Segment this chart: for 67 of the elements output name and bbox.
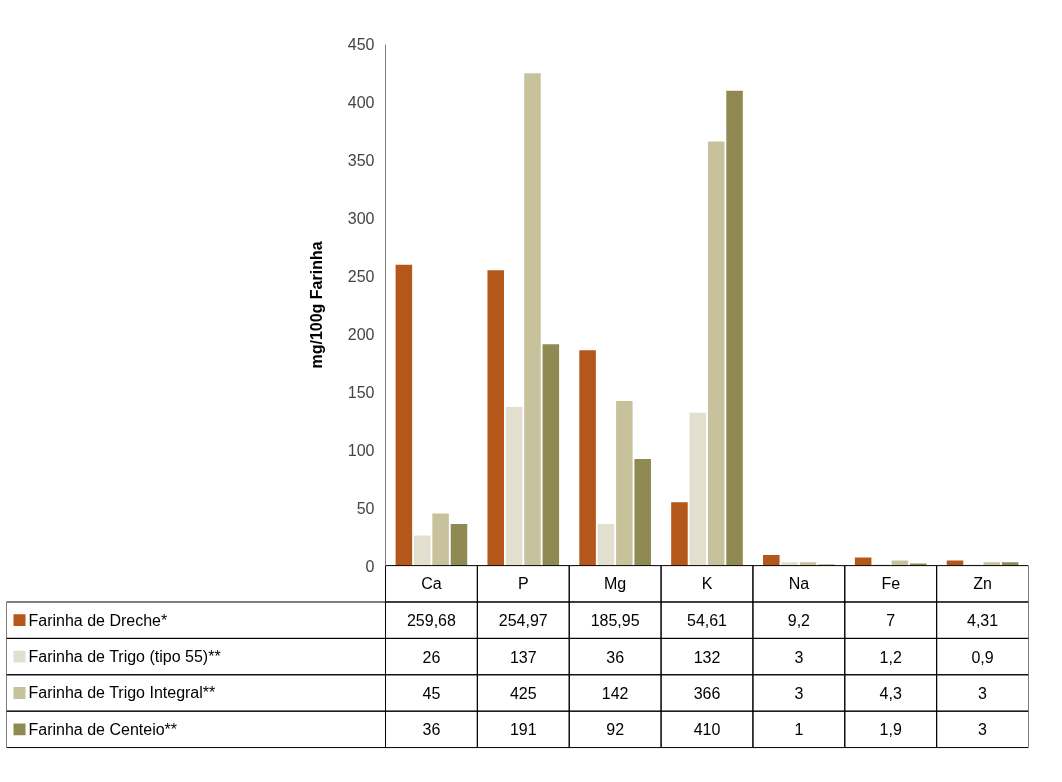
y-tick-label: 200	[347, 325, 375, 343]
data-label: 9,2	[787, 612, 811, 630]
bar	[487, 270, 504, 566]
bar	[763, 554, 780, 566]
y-tick-label: 0	[365, 557, 375, 575]
x-tick-label: Ca	[421, 575, 442, 593]
data-label: 4,31	[967, 612, 999, 630]
data-label: 1,9	[879, 721, 902, 739]
x-tick-label: Mg	[604, 575, 627, 593]
data-label: 366	[693, 684, 721, 702]
y-tick-label: 450	[347, 36, 375, 54]
data-label: 36	[422, 721, 441, 739]
bar	[542, 344, 560, 566]
data-label: 0,9	[971, 648, 994, 666]
bar	[432, 513, 449, 566]
data-label: 26	[422, 648, 441, 666]
y-axis-title: mg/100g Farinha	[308, 241, 325, 369]
legend-label: Farinha de Dreche*	[28, 611, 168, 629]
legend-label: Farinha de Trigo (tipo 55)**	[28, 648, 221, 666]
bar	[634, 459, 651, 566]
data-label: 1	[794, 721, 804, 739]
bar	[726, 90, 743, 566]
bar	[413, 535, 431, 566]
y-tick-label: 350	[347, 152, 375, 170]
data-label: 54,61	[686, 612, 728, 630]
data-label: 45	[422, 684, 441, 702]
data-label: 4,3	[879, 684, 902, 702]
x-tick-label: Na	[788, 575, 810, 593]
y-tick-label: 400	[347, 94, 375, 112]
bar	[579, 350, 596, 566]
data-label: 425	[509, 684, 537, 702]
bar	[395, 264, 413, 566]
legend-label: Farinha de Centeio**	[28, 720, 178, 738]
data-label: 3	[978, 684, 988, 702]
data-label: 3	[794, 684, 804, 702]
data-label: 36	[606, 648, 625, 666]
data-label: 3	[978, 721, 988, 739]
y-tick-label: 150	[347, 383, 375, 401]
x-tick-label: Fe	[881, 575, 901, 593]
data-label: 1,2	[879, 648, 902, 666]
bar	[707, 141, 725, 566]
x-tick-label: Zn	[973, 575, 992, 593]
data-label: 137	[509, 648, 537, 666]
data-label: 3	[794, 648, 804, 666]
data-label: 191	[509, 721, 537, 739]
data-label: 254,97	[498, 612, 548, 630]
y-tick-label: 100	[347, 441, 375, 459]
bar	[450, 523, 468, 566]
x-tick-label: P	[517, 575, 529, 593]
data-label: 410	[693, 721, 721, 739]
y-tick-label: 300	[347, 210, 375, 228]
bar	[616, 401, 633, 566]
x-tick-label: K	[701, 575, 713, 593]
legend-label: Farinha de Trigo Integral**	[28, 684, 216, 702]
y-tick-label: 250	[347, 267, 375, 285]
data-label: 92	[606, 721, 625, 739]
data-label: 7	[886, 612, 896, 630]
data-label: 142	[601, 684, 629, 702]
bar	[524, 73, 541, 566]
bar	[671, 502, 688, 566]
bar	[689, 412, 707, 566]
data-label: 185,95	[590, 612, 640, 630]
bar	[597, 523, 615, 566]
bar	[505, 406, 523, 566]
y-tick-label: 50	[356, 499, 375, 517]
data-label: 259,68	[406, 612, 456, 630]
data-label: 132	[693, 648, 721, 666]
